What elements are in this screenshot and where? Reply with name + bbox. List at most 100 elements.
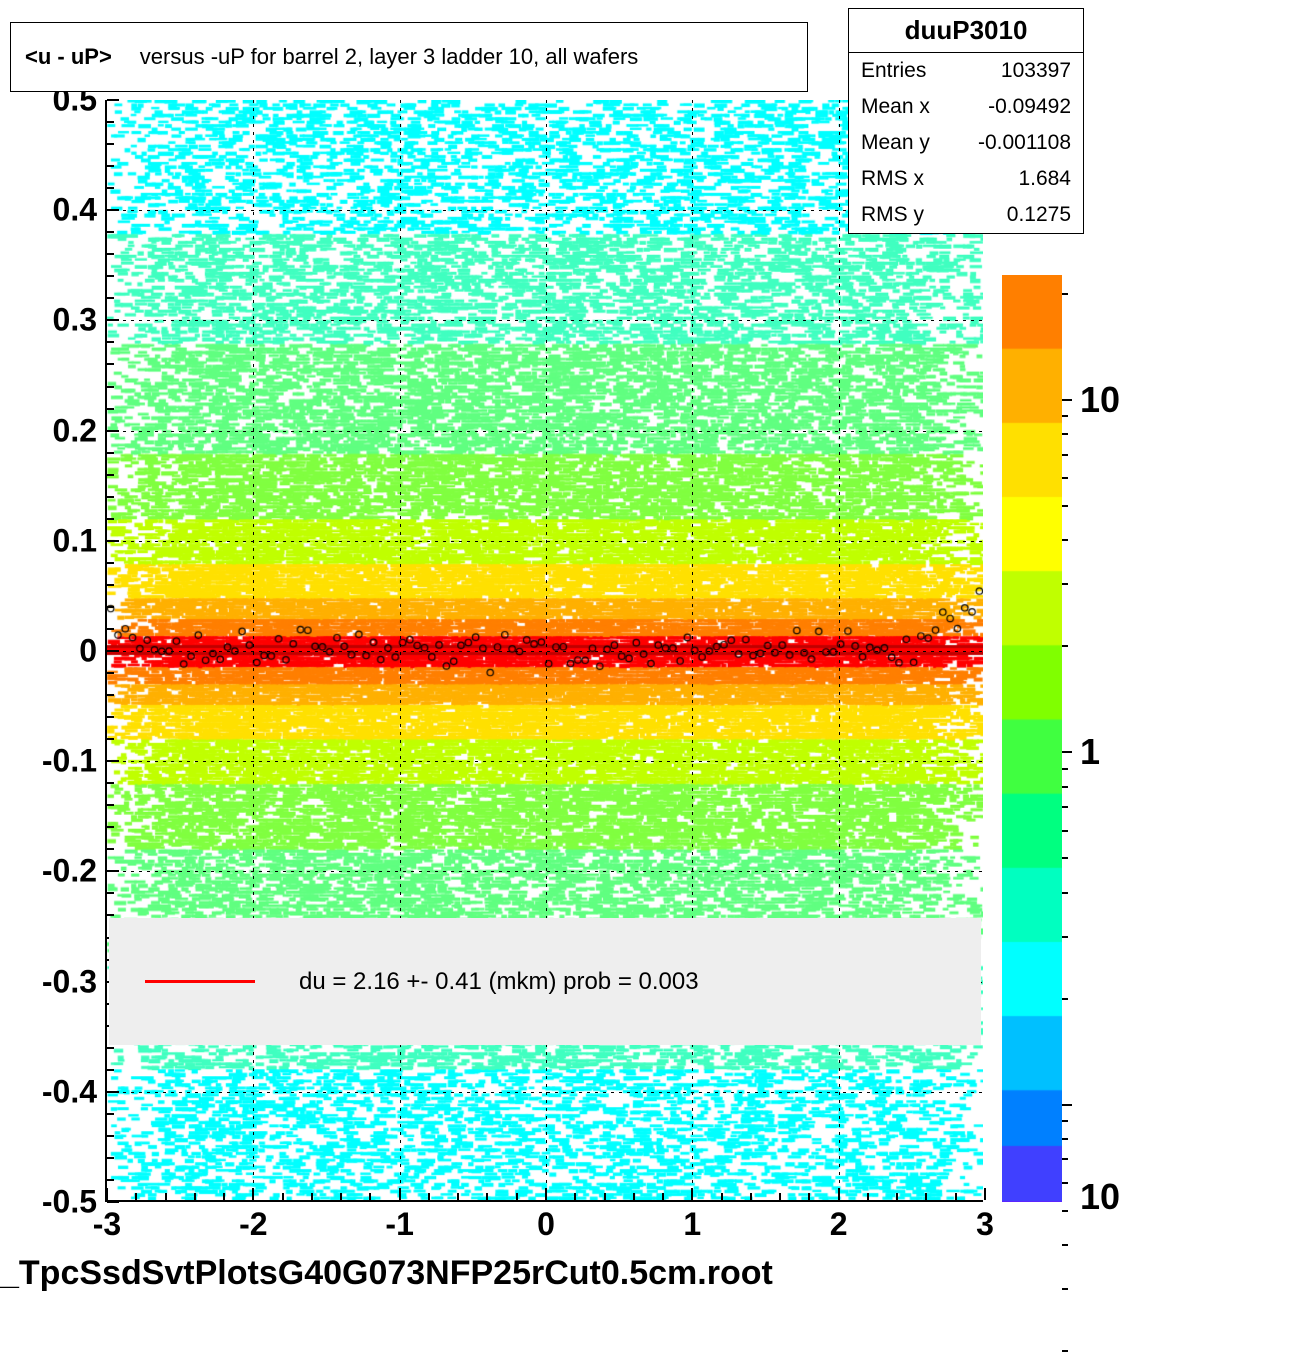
y-tick-minor [107, 1157, 114, 1159]
title-text: versus -uP for barrel 2, layer 3 ladder … [140, 44, 639, 70]
colorbar-tick [1062, 751, 1072, 753]
y-tick-minor [107, 540, 114, 542]
grid-line-h [107, 651, 983, 652]
colorbar-tick [1062, 583, 1068, 585]
x-tick-minor [955, 1193, 957, 1200]
stats-value: 1.684 [1018, 167, 1071, 191]
colorbar-tick [1062, 1288, 1068, 1290]
y-tick-minor [107, 253, 114, 255]
grid-line-h [107, 320, 983, 321]
y-tick-minor [107, 562, 114, 564]
colorbar-tick [1062, 539, 1068, 541]
stats-label: Mean x [861, 95, 930, 119]
colorbar-tick [1062, 892, 1068, 894]
colorbar-tick [1062, 505, 1068, 507]
x-tick-label: 2 [830, 1206, 848, 1243]
y-tick-minor [107, 606, 114, 608]
title-prefix: <u - uP> [25, 44, 112, 70]
x-tick-minor [340, 1193, 342, 1200]
root-container: <u - uP> versus -uP for barrel 2, layer … [0, 0, 1299, 1333]
y-tick-label: 0.4 [53, 192, 97, 229]
colorbar-tick [1062, 454, 1068, 456]
colorbar-tick [1062, 786, 1068, 788]
y-tick-minor [107, 275, 114, 277]
y-tick-minor [107, 892, 114, 894]
colorbar-tick [1062, 1138, 1068, 1140]
x-tick-label: -2 [239, 1206, 267, 1243]
x-tick-minor [896, 1193, 898, 1200]
y-tick-label: 0.1 [53, 522, 97, 559]
colorbar-tick [1062, 998, 1068, 1000]
colorbar-canvas [1002, 275, 1062, 1202]
y-tick-minor [107, 319, 114, 321]
colorbar-tick [1062, 1244, 1068, 1246]
y-tick-minor [107, 1069, 114, 1071]
y-tick-minor [107, 672, 114, 674]
y-tick-label: 0.2 [53, 412, 97, 449]
colorbar-tick [1062, 830, 1068, 832]
colorbar-tick [1062, 806, 1068, 808]
x-tick-minor [750, 1193, 752, 1200]
y-tick-minor [107, 1091, 114, 1093]
y-tick-minor [107, 452, 114, 454]
y-tick-minor [107, 363, 114, 365]
y-tick-minor [107, 99, 114, 101]
x-tick-minor [369, 1193, 371, 1200]
y-tick-minor [107, 716, 114, 718]
stats-label: RMS y [861, 203, 924, 227]
x-tick-label: 3 [976, 1206, 994, 1243]
y-tick-label: -0.2 [42, 853, 97, 890]
y-tick-minor [107, 143, 114, 145]
y-tick-minor [107, 694, 114, 696]
grid-line-h [107, 541, 983, 542]
colorbar-label: 10 [1080, 1176, 1120, 1218]
x-tick-minor [282, 1193, 284, 1200]
stats-name: duuP3010 [849, 9, 1083, 53]
x-tick-label: 1 [683, 1206, 701, 1243]
legend-line [145, 980, 255, 983]
y-tick-minor [107, 341, 114, 343]
stats-box: duuP3010 Entries103397Mean x-0.09492Mean… [848, 8, 1084, 234]
colorbar-tick [1062, 415, 1068, 417]
y-tick-minor [107, 209, 114, 211]
y-tick-minor [107, 1113, 114, 1115]
x-tick-minor [311, 1193, 313, 1200]
x-tick-minor [604, 1193, 606, 1200]
x-tick-minor [135, 1193, 137, 1200]
stats-row: Entries103397 [849, 53, 1083, 89]
y-tick-label: -0.4 [42, 1073, 97, 1110]
x-tick-minor [574, 1193, 576, 1200]
x-tick-minor [399, 1193, 401, 1200]
x-tick-minor [867, 1193, 869, 1200]
y-tick-minor [107, 474, 114, 476]
x-tick-minor [516, 1193, 518, 1200]
x-tick-minor [165, 1193, 167, 1200]
colorbar-label: 1 [1080, 731, 1100, 773]
grid-line-h [107, 431, 983, 432]
y-tick-minor [107, 496, 114, 498]
y-tick-minor [107, 870, 114, 872]
y-tick-minor [107, 231, 114, 233]
x-tick-minor [194, 1193, 196, 1200]
stats-value: -0.001108 [978, 131, 1071, 155]
colorbar-tick [1062, 1120, 1068, 1122]
y-tick-label: -0.5 [42, 1184, 97, 1221]
stats-value: 0.1275 [1007, 203, 1071, 227]
x-tick-minor [779, 1193, 781, 1200]
y-tick-minor [107, 386, 114, 388]
colorbar-label: 10 [1080, 379, 1120, 421]
y-tick-minor [107, 408, 114, 410]
colorbar-tick [1062, 857, 1068, 859]
x-tick-minor [984, 1193, 986, 1200]
colorbar [1002, 275, 1062, 1202]
colorbar-tick [1062, 1104, 1072, 1106]
x-tick-minor [925, 1193, 927, 1200]
x-tick-label: -3 [93, 1206, 121, 1243]
x-tick-minor [662, 1193, 664, 1200]
colorbar-tick [1062, 433, 1068, 435]
colorbar-tick [1062, 936, 1068, 938]
y-tick-minor [107, 760, 114, 762]
x-tick-minor [486, 1193, 488, 1200]
stats-row: Mean y-0.001108 [849, 125, 1083, 161]
legend-text: du = 2.16 +- 0.41 (mkm) prob = 0.003 [299, 968, 699, 996]
